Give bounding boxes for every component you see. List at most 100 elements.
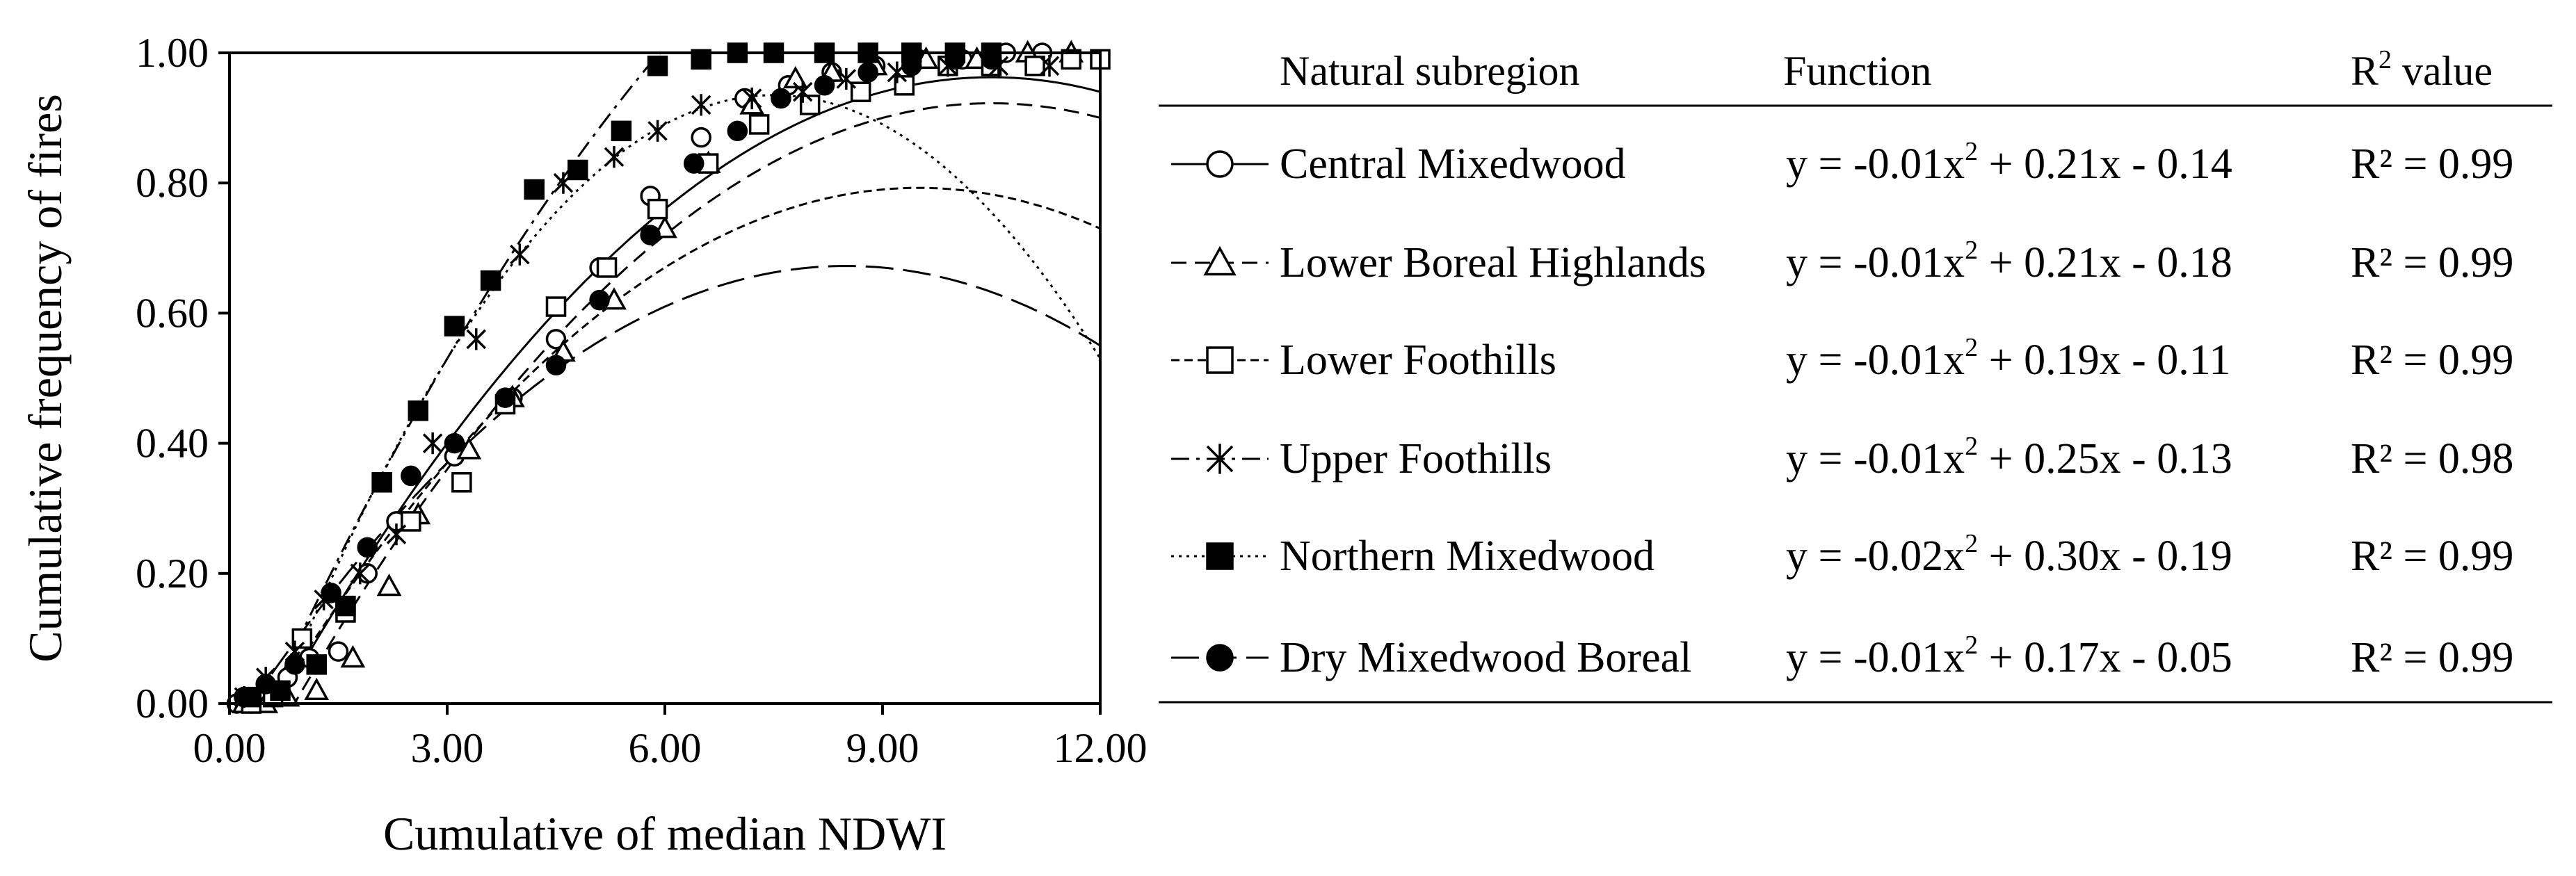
point-northern-mixedwood	[335, 595, 356, 617]
legend-function: y = -0.01x2 + 0.21x - 0.14	[1786, 137, 2232, 188]
legend-function-exponent: 2	[1965, 333, 1978, 362]
point-dry-mixedwood-boreal	[771, 88, 791, 109]
point-northern-mixedwood	[306, 654, 327, 675]
legend-function-exponent: 2	[1965, 432, 1978, 461]
point-dry-mixedwood-boreal	[858, 62, 878, 83]
point-dry-mixedwood-boreal	[321, 583, 341, 603]
legend-function-part: y = -0.01x	[1786, 435, 1965, 482]
y-axis-title: Cumulative frequency of fires	[19, 94, 72, 663]
legend-function-part: + 0.21x - 0.14	[1978, 140, 2232, 188]
header-subregion: Natural subregion	[1280, 48, 1580, 94]
legend-function-part: + 0.25x - 0.13	[1978, 435, 2232, 482]
point-northern-mixedwood	[408, 400, 429, 421]
point-upper-foothills	[350, 562, 371, 585]
point-dry-mixedwood-boreal	[727, 120, 748, 142]
header-r2-sup: 2	[2378, 45, 2392, 74]
y-tick-label: 0.80	[136, 160, 209, 206]
series-lower-boreal-highlands	[231, 40, 1084, 713]
point-lower-boreal-highlands	[376, 573, 402, 597]
point-dry-mixedwood-boreal	[944, 49, 966, 70]
point-northern-mixedwood	[567, 159, 588, 181]
legend-function-part: + 0.21x - 0.18	[1978, 239, 2232, 286]
legend-marker-dry-mixedwood-boreal	[1206, 644, 1234, 672]
data-markers	[226, 40, 1111, 714]
x-tick-label: 0.00	[193, 725, 266, 771]
legend-function: y = -0.01x2 + 0.25x - 0.13	[1786, 432, 2232, 482]
legend-r2: R² = 0.99	[2351, 634, 2513, 681]
point-central-mixedwood	[328, 641, 349, 662]
point-northern-mixedwood	[611, 120, 632, 142]
curve-lower-foothills	[271, 186, 1101, 704]
series-upper-foothills	[234, 55, 1060, 708]
point-dry-mixedwood-boreal	[589, 289, 610, 311]
legend-function: y = -0.01x2 + 0.19x - 0.11	[1786, 333, 2230, 384]
legend-function-part: y = -0.02x	[1786, 533, 1965, 580]
legend-function-part: + 0.30x - 0.19	[1978, 533, 2232, 580]
x-tick-label: 9.00	[846, 725, 919, 771]
series-dry-mixedwood-boreal	[234, 49, 1002, 708]
point-lower-foothills	[894, 75, 915, 96]
axes: 0.00 3.00 6.00 9.00 12.00 0.00 0.20 0.40 0.60 0.8…	[136, 30, 1148, 771]
point-lower-boreal-highlands	[304, 677, 330, 700]
y-tick-label: 1.00	[136, 30, 209, 76]
series-northern-mixedwood	[241, 42, 1002, 708]
legend-function-exponent: 2	[1965, 137, 1978, 166]
header-r2: R2 value	[2351, 45, 2493, 94]
point-central-mixedwood	[545, 329, 567, 350]
point-dry-mixedwood-boreal	[545, 355, 567, 376]
legend-table: Natural subregion Function R2 value Cent…	[1159, 45, 2552, 704]
legend-function-part: + 0.19x - 0.11	[1978, 336, 2230, 384]
legend-row-lower-boreal-highlands: Lower Boreal Highlands y = -0.01x2 + 0.21…	[1171, 236, 2513, 286]
point-dry-mixedwood-boreal	[640, 225, 661, 245]
point-upper-foothills	[386, 524, 407, 546]
legend-function-part: y = -0.01x	[1786, 634, 1965, 681]
point-upper-foothills	[647, 120, 668, 142]
legend-function: y = -0.02x2 + 0.30x - 0.19	[1786, 529, 2232, 580]
legend-marker-upper-foothills	[1206, 444, 1234, 474]
x-tick-label: 12.00	[1054, 725, 1148, 771]
legend-function: y = -0.01x2 + 0.21x - 0.18	[1786, 236, 2232, 286]
x-tick-label: 6.00	[629, 725, 702, 771]
point-upper-foothills	[422, 432, 443, 455]
point-dry-mixedwood-boreal	[284, 654, 305, 675]
point-dry-mixedwood-boreal	[981, 49, 1002, 70]
point-dry-mixedwood-boreal	[444, 432, 465, 454]
point-central-mixedwood	[357, 563, 378, 584]
point-lower-foothills	[451, 472, 472, 493]
legend-name: Northern Mixedwood	[1280, 533, 1655, 580]
point-upper-foothills	[604, 146, 625, 168]
point-lower-foothills	[748, 114, 770, 135]
point-lower-foothills	[596, 257, 618, 278]
legend-row-central-mixedwood: Central Mixedwood y = -0.01x2 + 0.21x - 0…	[1171, 137, 2513, 188]
point-northern-mixedwood	[480, 270, 501, 291]
legend-marker-central-mixedwood	[1206, 150, 1234, 178]
legend-function-exponent: 2	[1965, 529, 1978, 558]
legend-function-exponent: 2	[1965, 631, 1978, 660]
header-function: Function	[1783, 48, 1931, 94]
legend-marker-lower-foothills	[1206, 346, 1234, 374]
curve-lower-boreal-highlands	[293, 102, 1101, 704]
header-r2-prefix: R	[2351, 48, 2378, 94]
legend-name: Central Mixedwood	[1280, 140, 1626, 188]
legend-function: y = -0.01x2 + 0.17x - 0.05	[1786, 631, 2232, 681]
point-lower-foothills	[291, 628, 313, 649]
point-upper-foothills	[691, 94, 711, 116]
point-upper-foothills	[792, 81, 813, 103]
plot-area-frame	[228, 51, 1102, 705]
point-dry-mixedwood-boreal	[401, 465, 421, 487]
point-lower-foothills	[1024, 55, 1045, 76]
point-upper-foothills	[741, 87, 762, 110]
point-dry-mixedwood-boreal	[357, 537, 378, 558]
point-northern-mixedwood	[444, 316, 465, 336]
legend-row-lower-foothills: Lower Foothills y = -0.01x2 + 0.19x - 0.1…	[1171, 333, 2513, 384]
legend-name: Dry Mixedwood Boreal	[1280, 634, 1691, 681]
y-tick-label: 0.00	[136, 681, 209, 727]
point-dry-mixedwood-boreal	[901, 55, 922, 76]
legend-row-northern-mixedwood: Northern Mixedwood y = -0.02x2 + 0.30x - …	[1171, 529, 2513, 580]
legend-r2: R² = 0.99	[2351, 336, 2513, 384]
point-lower-foothills	[799, 95, 821, 115]
legend-r2: R² = 0.99	[2351, 140, 2513, 188]
y-tick-label: 0.40	[136, 421, 209, 467]
